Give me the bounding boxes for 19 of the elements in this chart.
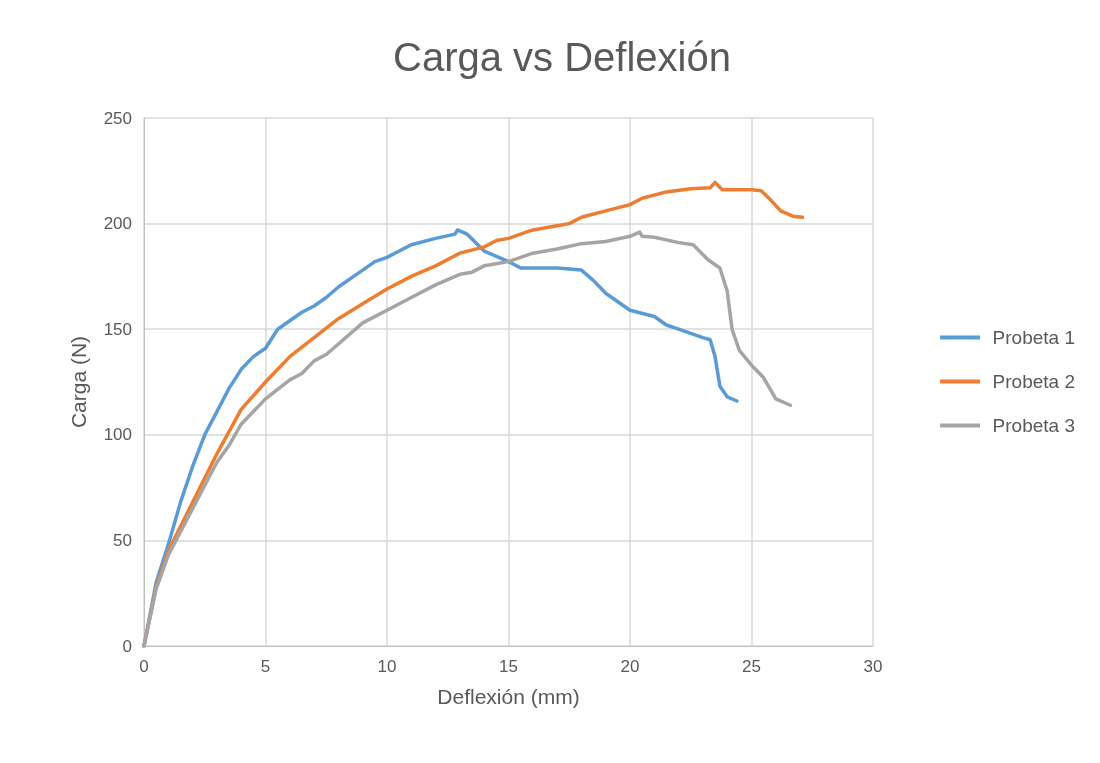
legend-label: Probeta 1 [992,327,1076,348]
chart-title: Carga vs Deflexión [393,35,731,79]
x-tick-label: 30 [863,657,883,676]
legend-label: Probeta 3 [992,415,1076,436]
x-tick-label: 5 [260,657,271,676]
x-tick-label: 0 [139,657,149,676]
x-tick-label: 25 [742,657,761,676]
x-tick-label: 20 [620,657,640,676]
y-axis-title: Carga (N) [67,335,90,429]
y-tick-label: 250 [103,108,132,128]
legend-label: Probeta 2 [992,371,1076,392]
y-tick-label: 200 [103,214,132,234]
x-tick-label: 10 [377,657,397,676]
y-tick-label: 100 [103,425,132,445]
x-tick-label: 15 [499,657,518,676]
x-axis-title: Deflexión (mm) [437,685,580,708]
y-tick-label: 0 [122,636,132,656]
y-tick-label: 150 [103,319,132,339]
y-tick-label: 50 [113,530,132,550]
